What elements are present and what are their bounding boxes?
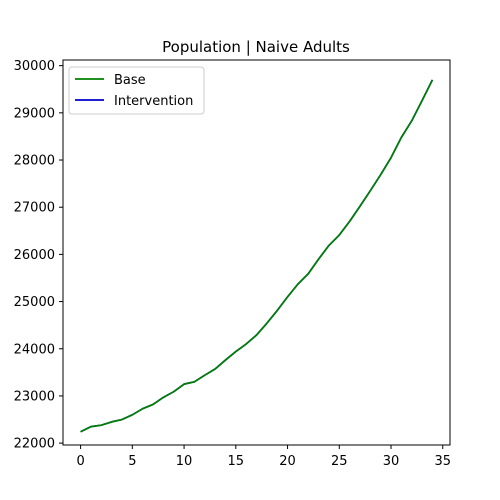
y-tick-label: 24000 xyxy=(14,342,55,357)
x-tick-label: 20 xyxy=(279,454,296,469)
axes-layer xyxy=(62,59,451,446)
x-tick-label: 5 xyxy=(128,454,136,469)
x-tick-label: 15 xyxy=(228,454,245,469)
legend-label-intervention: Intervention xyxy=(114,94,193,109)
chart-title: Population | Naive Adults xyxy=(162,38,350,56)
y-tick-label: 25000 xyxy=(14,295,55,310)
ticks-layer: 0 5 10 15 20 25 30 35 22000 23000 24000 25000 26000 2… xyxy=(14,59,451,469)
y-tick-label: 30000 xyxy=(14,59,55,74)
series-line-base xyxy=(80,79,434,433)
x-tick-label: 35 xyxy=(434,454,451,469)
y-tick-label: 23000 xyxy=(14,389,55,404)
y-tick-label: 22000 xyxy=(14,437,55,452)
legend-label-base: Base xyxy=(114,73,146,88)
x-tick-label: 30 xyxy=(383,454,400,469)
y-tick-label: 27000 xyxy=(14,201,55,216)
x-tick-label: 25 xyxy=(331,454,348,469)
x-tick-label: 0 xyxy=(76,454,84,469)
y-tick-label: 28000 xyxy=(14,154,55,169)
plot-frame xyxy=(62,59,451,446)
x-tick-label: 10 xyxy=(176,454,193,469)
y-tick-label: 29000 xyxy=(14,106,55,121)
legend: Base Intervention xyxy=(68,66,205,115)
series-layer xyxy=(80,79,434,433)
y-tick-label: 26000 xyxy=(14,248,55,263)
